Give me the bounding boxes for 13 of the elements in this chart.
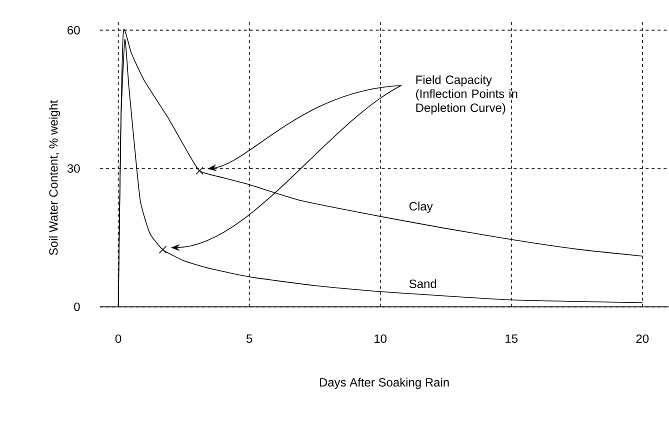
y-tick-label: 0 [74, 302, 80, 312]
y-tick-label: 30 [67, 164, 80, 173]
x-tick-label: 5 [246, 334, 252, 343]
x-tick-label: 10 [374, 334, 387, 344]
x-tick-label: 15 [506, 334, 518, 343]
x-tick-label: 20 [636, 334, 649, 344]
series-label: Clay [409, 202, 433, 214]
series-label: Sand [409, 279, 436, 288]
y-axis-title: Soil Water Content, % weight [48, 100, 60, 256]
annotation: Field Capacity (Inflection Points in Depletion Curve) [416, 75, 518, 115]
x-axis-title: Days After Soaking Rain [320, 378, 449, 390]
x-tick-label: 0 [115, 334, 122, 344]
y-tick-label: 60 [68, 26, 80, 35]
